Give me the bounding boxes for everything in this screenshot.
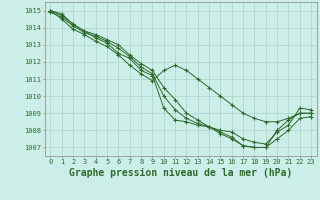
X-axis label: Graphe pression niveau de la mer (hPa): Graphe pression niveau de la mer (hPa) [69,168,292,178]
